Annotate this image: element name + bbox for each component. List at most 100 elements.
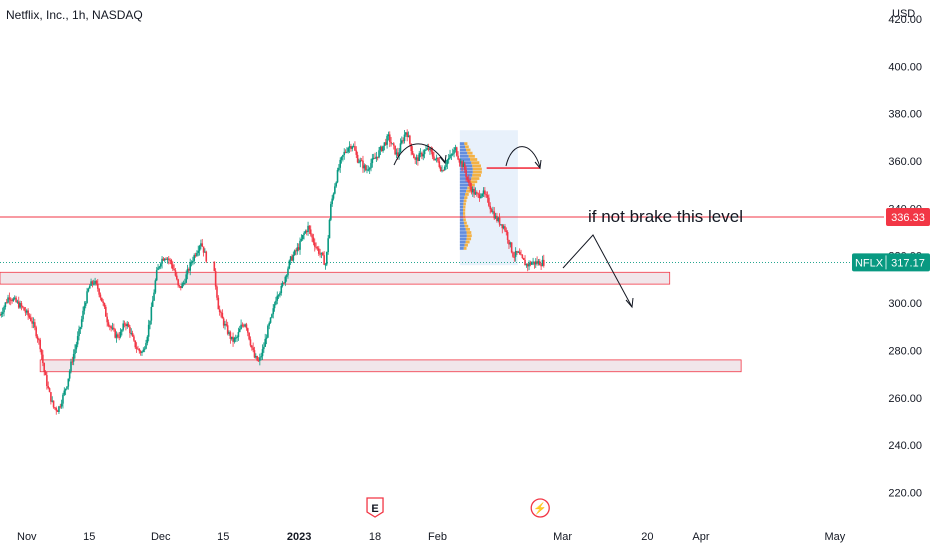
candle-body	[288, 260, 291, 269]
x-axis: Nov 15 Dec 15 2023 18 Feb Mar 20 Apr May	[17, 531, 846, 543]
candle-body	[151, 300, 154, 307]
candle-body	[38, 339, 40, 341]
profile-bar	[459, 202, 464, 206]
profile-bar	[468, 154, 475, 158]
candle-body	[504, 226, 506, 231]
candle-body	[540, 265, 542, 267]
candle-body	[15, 297, 17, 302]
candle-body	[62, 394, 64, 404]
candle-body	[25, 310, 28, 313]
candle-body	[0, 313, 3, 315]
candle-body	[155, 270, 158, 281]
candle-body	[542, 259, 545, 266]
candle-body	[500, 224, 502, 226]
x-tick-label: May	[824, 531, 845, 543]
candle-body	[20, 303, 23, 307]
candle-body	[347, 147, 350, 152]
candle-body	[267, 325, 269, 338]
candle-body	[394, 145, 396, 155]
projection-line	[562, 234, 633, 308]
candle-body	[99, 294, 102, 298]
candle-body	[520, 254, 522, 256]
candle-body	[512, 252, 514, 257]
candle-body	[185, 274, 187, 283]
candle-body	[467, 179, 470, 183]
arc-left-shoulder	[393, 143, 446, 166]
candle-body	[72, 353, 75, 362]
x-tick-label: 2023	[287, 531, 311, 543]
candle-body	[332, 193, 335, 199]
x-tick-label: Feb	[428, 531, 447, 543]
candle-body	[509, 242, 512, 245]
candle-body	[237, 332, 240, 337]
candle-body	[249, 339, 252, 346]
candle-body	[476, 192, 478, 194]
candle-body	[221, 312, 224, 319]
profile-bar	[471, 177, 480, 180]
candle-body	[83, 305, 86, 311]
candle-body	[271, 314, 273, 318]
candle-body	[484, 190, 486, 195]
event-badge-1[interactable]: E	[366, 497, 384, 518]
candle-body	[380, 146, 383, 152]
y-tick-label: 300.00	[888, 298, 922, 310]
candle-body	[106, 316, 108, 323]
candle-body	[481, 193, 483, 197]
candle-body	[8, 297, 11, 300]
candle-body	[64, 388, 67, 391]
profile-bar	[459, 234, 467, 238]
candle-body	[170, 260, 173, 265]
candle-body	[268, 322, 271, 326]
candle-body	[457, 155, 459, 160]
profile-bar	[471, 161, 480, 165]
candle-body	[119, 331, 122, 337]
candle-body	[123, 323, 126, 325]
candle-body	[177, 279, 179, 286]
candle-body	[47, 386, 50, 389]
candle-body	[534, 261, 537, 265]
candle-body	[225, 323, 228, 326]
candle-body	[51, 400, 54, 402]
profile-bar	[459, 221, 464, 225]
candle-body	[204, 251, 206, 253]
candle-body	[423, 150, 426, 155]
candle-body	[269, 317, 272, 323]
profile-bar	[459, 196, 465, 199]
candle-body	[222, 318, 225, 326]
candle-body	[200, 243, 202, 247]
candle-body	[429, 148, 431, 150]
candle-body	[230, 336, 233, 339]
candle-body	[39, 339, 41, 350]
candle-body	[174, 270, 177, 276]
candle-body	[145, 343, 147, 349]
candle-body	[411, 151, 414, 155]
candle-body	[490, 209, 493, 213]
candle-body	[82, 310, 84, 320]
candle-body	[102, 301, 104, 304]
candle-body	[308, 225, 311, 230]
candle-body	[79, 327, 82, 329]
candle-body	[402, 140, 404, 142]
candle-body	[277, 295, 280, 297]
candle-body	[7, 297, 9, 303]
candle-body	[201, 243, 204, 247]
candle-body	[165, 258, 167, 260]
profile-bar	[459, 243, 465, 247]
candle-body	[117, 334, 119, 337]
candle-body	[240, 324, 242, 329]
candle-body	[197, 250, 200, 253]
candle-body	[297, 247, 300, 250]
candle-body	[54, 407, 56, 409]
event-badge-2[interactable]: ⚡	[530, 498, 550, 518]
candle-body	[275, 300, 277, 305]
candle-body	[358, 162, 360, 164]
candle-body	[315, 246, 317, 248]
profile-bar	[466, 237, 472, 241]
event-badge-label: ⚡	[533, 502, 547, 515]
candle-body	[348, 145, 351, 148]
candle-body	[92, 283, 95, 285]
profile-bar	[470, 180, 478, 184]
candle-body	[198, 246, 201, 251]
